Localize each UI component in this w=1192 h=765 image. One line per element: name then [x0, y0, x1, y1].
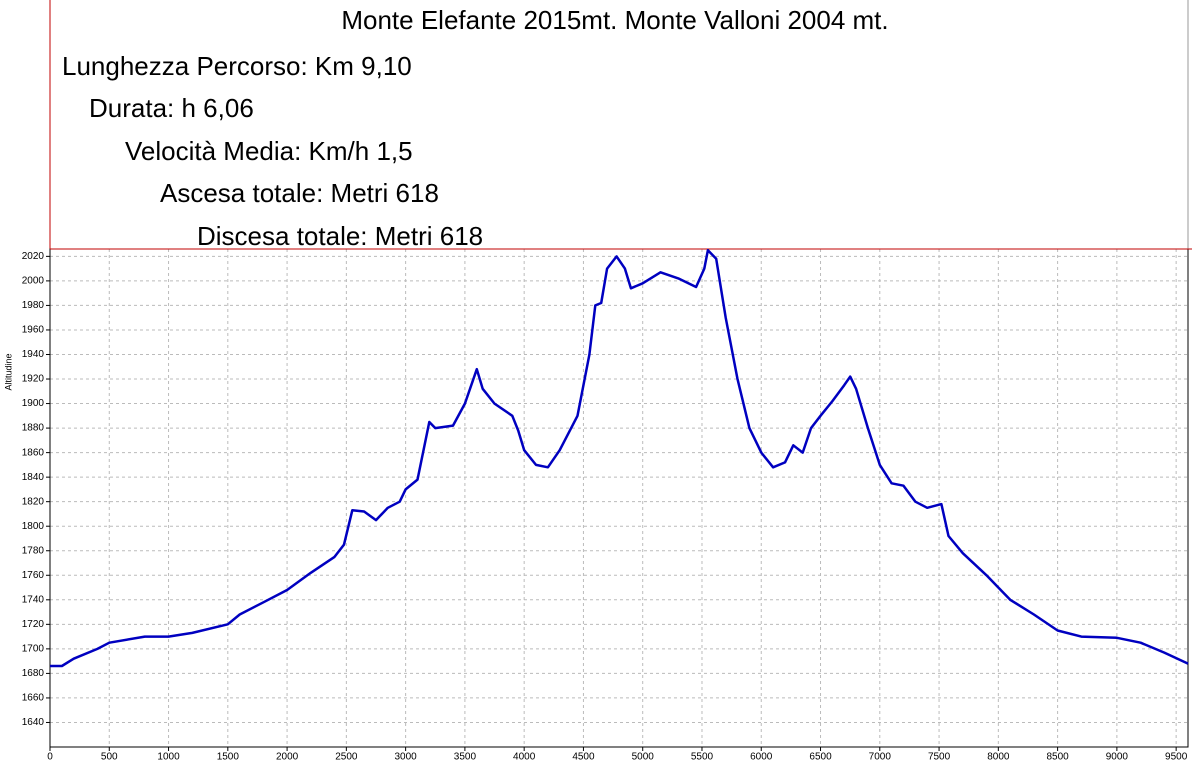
header-box: [50, 0, 1188, 249]
y-tick-label: 1760: [22, 570, 45, 581]
annotation: Durata: h 6,06: [89, 93, 254, 123]
y-tick-label: 1860: [22, 447, 45, 458]
x-tick-label: 9500: [1165, 752, 1188, 763]
y-tick-label: 2020: [22, 251, 45, 262]
y-axis-label: Altitudine: [3, 353, 13, 390]
annotation: Lunghezza Percorso: Km 9,10: [62, 51, 412, 81]
y-tick-label: 1900: [22, 398, 45, 409]
annotation: Velocità Media: Km/h 1,5: [125, 136, 413, 166]
x-tick-label: 2500: [335, 752, 358, 763]
x-tick-label: 2000: [276, 752, 299, 763]
annotation: Discesa totale: Metri 618: [197, 221, 483, 251]
chart-title: Monte Elefante 2015mt. Monte Valloni 200…: [341, 5, 888, 35]
x-tick-label: 0: [47, 752, 53, 763]
y-tick-label: 1660: [22, 693, 45, 704]
x-tick-label: 1000: [157, 752, 180, 763]
x-tick-label: 7000: [869, 752, 892, 763]
y-tick-label: 1800: [22, 521, 45, 532]
y-tick-label: 1840: [22, 472, 45, 483]
y-tick-label: 1980: [22, 300, 45, 311]
x-tick-label: 4500: [572, 752, 595, 763]
x-tick-label: 6500: [809, 752, 832, 763]
elevation-line: [50, 248, 1189, 668]
x-tick-label: 8000: [987, 752, 1010, 763]
y-tick-label: 2000: [22, 276, 45, 287]
annotation: Ascesa totale: Metri 618: [160, 178, 439, 208]
x-tick-label: 6000: [750, 752, 773, 763]
y-tick-label: 1700: [22, 644, 45, 655]
x-tick-label: 5500: [691, 752, 714, 763]
y-tick-label: 1880: [22, 423, 45, 434]
x-tick-label: 500: [101, 752, 118, 763]
y-tick-label: 1940: [22, 349, 45, 360]
y-tick-label: 1740: [22, 594, 45, 605]
y-tick-label: 1680: [22, 668, 45, 679]
plot-frame: [49, 248, 1189, 748]
y-tick-label: 1640: [22, 717, 45, 728]
y-tick-label: 1820: [22, 496, 45, 507]
x-tick-label: 9000: [1106, 752, 1129, 763]
x-tick-label: 1500: [217, 752, 240, 763]
x-tick-label: 8500: [1046, 752, 1069, 763]
x-tick-label: 3000: [395, 752, 418, 763]
x-tick-label: 3500: [454, 752, 477, 763]
x-tick-label: 5000: [632, 752, 655, 763]
y-tick-label: 1920: [22, 374, 45, 385]
y-tick-label: 1960: [22, 325, 45, 336]
x-tick-label: 4000: [513, 752, 536, 763]
y-tick-label: 1720: [22, 619, 45, 630]
x-tick-label: 7500: [928, 752, 951, 763]
y-tick-label: 1780: [22, 545, 45, 556]
